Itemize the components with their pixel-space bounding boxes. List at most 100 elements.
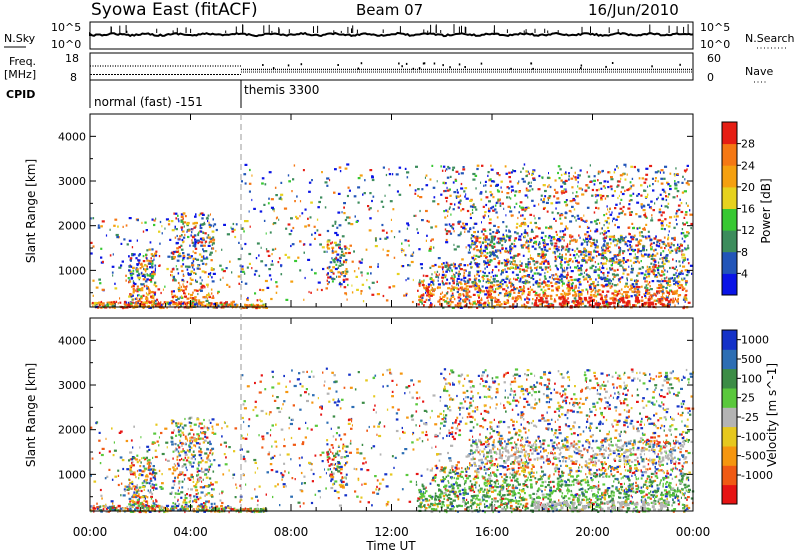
range-gate-cell [149,266,152,269]
range-gate-cell [310,268,313,271]
range-gate-cell [573,239,576,242]
range-gate-cell [482,228,486,231]
range-gate-cell [194,215,197,218]
range-gate-cell [153,258,155,261]
range-gate-cell [530,270,532,273]
range-gate-cell [662,171,665,174]
range-gate-cell [427,291,429,294]
range-gate-cell [182,254,186,257]
range-gate-cell [367,205,370,208]
range-gate-cell [677,272,680,275]
range-gate-cell [482,277,485,281]
range-gate-cell [555,230,558,234]
range-gate-cell [529,221,532,224]
range-gate-cell [572,191,574,195]
range-gate-cell [675,167,677,170]
range-gate-cell [564,227,566,230]
range-gate-cell [203,271,207,274]
range-gate-cell [474,280,476,283]
range-gate-cell [485,274,489,278]
range-gate-cell [553,195,556,198]
range-gate-cell [270,469,274,472]
range-gate-cell [500,303,503,306]
range-gate-cell [451,226,454,229]
range-gate-cell [647,193,649,196]
range-gate-cell [460,209,462,212]
range-gate-cell [469,227,472,230]
range-gate-cell [463,264,467,267]
range-gate-cell [369,169,373,172]
range-gate-cell [412,278,414,282]
range-gate-cell [572,301,576,304]
range-gate-cell [144,221,147,224]
range-gate-cell [543,300,547,303]
range-gate-cell [636,201,640,204]
range-gate-cell [519,260,521,263]
range-gate-cell [621,293,624,296]
range-gate-cell [401,248,403,251]
range-gate-cell [129,259,132,262]
range-gate-cell [557,255,560,258]
range-gate-cell [317,490,321,493]
range-gate-cell [656,279,660,283]
range-gate-cell [661,257,664,260]
range-gate-cell [621,210,624,213]
range-gate-cell [604,296,607,299]
colorbar-level-label: 16 [741,203,755,216]
range-gate-cell [174,236,177,239]
range-gate-cell [626,279,628,282]
range-gate-cell [597,207,600,210]
range-gate-cell [469,216,472,220]
range-gate-cell [473,278,477,281]
range-gate-cell [338,224,342,227]
range-gate-cell [448,282,451,285]
range-gate-cell [538,293,541,296]
range-gate-cell [131,246,134,249]
range-gate-cell [561,295,565,298]
range-gate-cell [523,270,526,273]
range-gate-cell [444,378,447,381]
range-gate-cell [348,189,351,192]
range-gate-cell [613,294,617,297]
range-gate-cell [457,275,460,278]
range-gate-cell [339,256,342,259]
range-gate-cell [184,233,186,237]
range-gate-cell [571,186,574,189]
range-gate-cell [457,201,461,204]
range-gate-cell [655,274,658,277]
range-gate-cell [606,226,610,229]
range-gate-cell [354,215,356,218]
range-gate-cell [487,242,489,245]
range-gate-cell [554,282,558,285]
range-gate-cell [494,250,498,253]
range-gate-cell [631,238,635,241]
range-gate-cell [309,216,312,219]
range-gate-cell [132,269,135,272]
range-gate-cell [200,302,203,305]
range-gate-cell [645,216,648,219]
range-gate-cell [488,289,491,292]
range-gate-cell [217,292,219,295]
range-gate-cell [137,259,141,262]
range-gate-cell [617,262,621,265]
range-gate-cell [402,265,405,268]
range-gate-cell [622,272,625,275]
range-gate-cell [574,240,578,243]
range-gate-cell [460,288,464,291]
range-gate-cell [209,237,213,240]
range-gate-cell [529,257,533,260]
range-gate-cell [576,264,579,267]
range-gate-cell [482,279,484,282]
range-gate-cell [629,243,631,247]
range-gate-cell [334,267,338,271]
range-gate-cell [353,195,357,198]
range-gate-cell [187,273,190,276]
range-gate-cell [360,292,362,295]
range-gate-cell [452,166,456,169]
range-gate-cell [273,222,277,225]
range-gate-cell [630,245,633,248]
range-gate-cell [687,301,691,304]
range-gate-cell [417,188,420,191]
range-gate-cell [435,445,437,448]
range-gate-cell [634,279,636,282]
